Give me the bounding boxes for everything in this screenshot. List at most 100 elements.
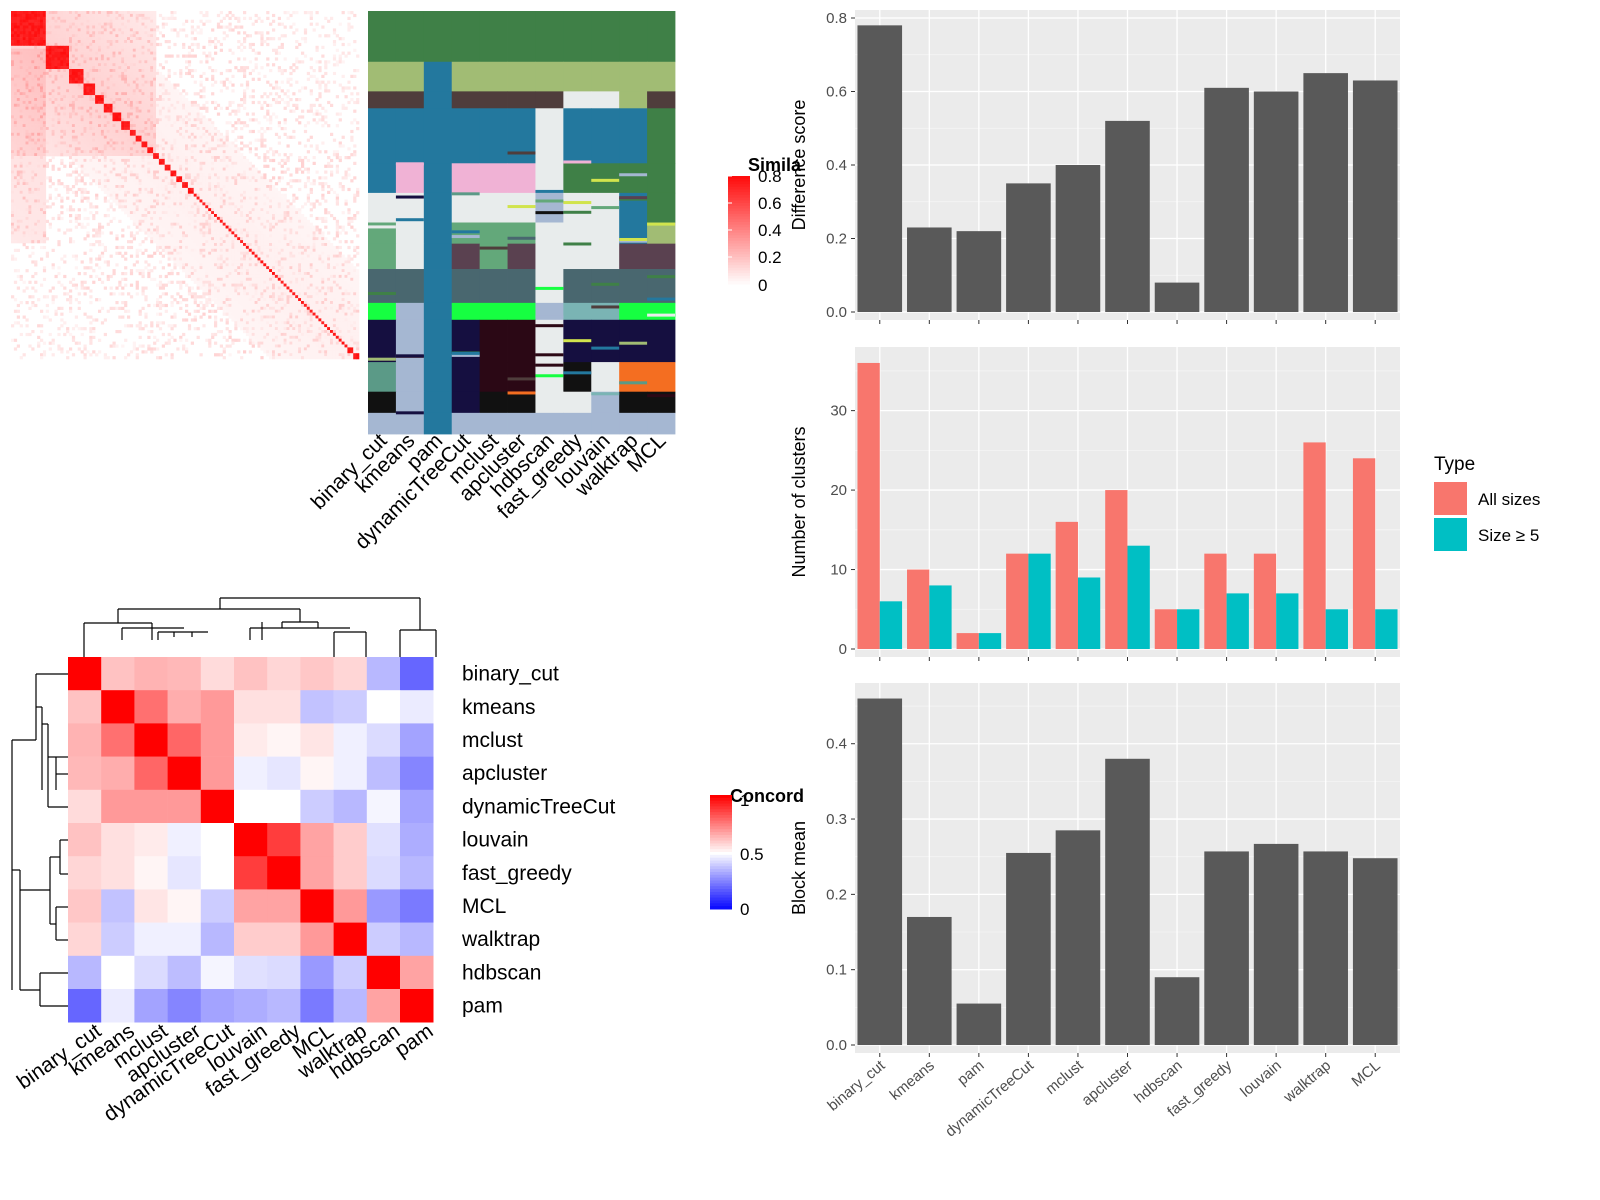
similarity-cell (199, 167, 203, 171)
similarity-cell (106, 13, 110, 18)
similarity-cell (237, 57, 241, 61)
similarity-cell (66, 190, 70, 194)
similarity-cell (283, 92, 287, 96)
similarity-cell (327, 100, 331, 105)
similarity-cell (251, 193, 255, 197)
similarity-cell (274, 48, 279, 52)
similarity-cell (60, 158, 64, 163)
similarity-cell (138, 185, 142, 189)
similarity-cell (182, 173, 186, 177)
similarity-cell (185, 187, 189, 192)
similarity-cell (48, 45, 52, 49)
similarity-cell (335, 156, 339, 160)
similarity-cell (86, 19, 90, 23)
similarity-cell (98, 98, 102, 102)
similarity-cell (153, 193, 157, 197)
similarity-cell (106, 57, 110, 61)
similarity-cell (158, 109, 163, 113)
similarity-cell (240, 193, 244, 197)
similarity-cell (132, 13, 136, 18)
similarity-cell (19, 170, 23, 174)
similarity-cell (219, 147, 223, 151)
similarity-cell (187, 185, 192, 189)
similarity-cell (176, 158, 180, 163)
similarity-cell (42, 141, 47, 145)
similarity-cell (25, 112, 29, 116)
similarity-cell (42, 193, 47, 197)
similarity-cell (13, 193, 18, 197)
similarity-cell (170, 190, 174, 194)
similarity-cell (156, 69, 160, 73)
similarity-cell (16, 16, 20, 20)
similarity-cell (277, 153, 281, 157)
similarity-cell (324, 115, 328, 119)
similarity-cell (106, 176, 110, 180)
similarity-cell (115, 60, 119, 64)
similarity-cell (277, 66, 281, 70)
similarity-cell (324, 121, 328, 125)
similarity-cell (196, 170, 200, 174)
similarity-cell (89, 95, 93, 99)
similarity-cell (190, 179, 194, 183)
similarity-cell (187, 54, 192, 58)
similarity-cell (135, 16, 139, 20)
similarity-cell (170, 13, 174, 18)
similarity-cell (45, 51, 49, 55)
similarity-cell (147, 167, 151, 171)
similarity-cell (22, 54, 26, 58)
similarity-cell (74, 77, 78, 81)
similarity-cell (135, 182, 139, 186)
similarity-cell (219, 170, 223, 174)
similarity-cell (121, 71, 125, 76)
similarity-cell (190, 141, 194, 145)
similarity-cell (205, 158, 209, 163)
similarity-cell (74, 16, 78, 20)
similarity-cell (54, 48, 58, 52)
similarity-cell (89, 83, 93, 87)
similarity-cell (127, 190, 131, 194)
similarity-cell (86, 54, 90, 58)
similarity-cell (170, 89, 174, 93)
similarity-cell (312, 112, 316, 116)
similarity-cell (25, 86, 29, 90)
similarity-cell (112, 69, 116, 73)
similarity-cell (118, 98, 122, 102)
similarity-cell (193, 196, 197, 200)
similarity-cell (89, 45, 93, 49)
similarity-cell (129, 31, 134, 35)
similarity-cell (51, 48, 55, 52)
similarity-cell (60, 74, 64, 78)
similarity-cell (16, 135, 20, 139)
similarity-cell (109, 89, 113, 93)
similarity-cell (34, 118, 38, 122)
similarity-cell (283, 196, 287, 200)
similarity-cell (31, 115, 35, 119)
similarity-cell (95, 16, 99, 20)
similarity-cell (208, 129, 212, 134)
similarity-cell (95, 40, 99, 44)
similarity-cell (193, 170, 197, 174)
similarity-cell (100, 179, 105, 183)
similarity-cell (100, 153, 105, 157)
similarity-cell (45, 92, 49, 96)
similarity-cell (138, 16, 142, 20)
similarity-cell (248, 16, 252, 20)
similarity-cell (83, 74, 87, 78)
similarity-cell (234, 144, 238, 148)
similarity-cell (309, 66, 313, 70)
similarity-cell (135, 179, 139, 183)
similarity-cell (199, 196, 203, 200)
similarity-cell (269, 22, 273, 26)
similarity-cell (129, 71, 134, 76)
similarity-cell (327, 19, 331, 23)
similarity-cell (54, 109, 58, 113)
similarity-cell (231, 51, 235, 55)
similarity-cell (161, 179, 165, 183)
similarity-cell (222, 147, 226, 151)
similarity-cell (124, 54, 128, 58)
similarity-cell (31, 100, 35, 105)
similarity-cell (129, 34, 134, 38)
similarity-cell (45, 25, 49, 29)
similarity-cell (173, 124, 177, 128)
similarity-cell (11, 176, 15, 180)
